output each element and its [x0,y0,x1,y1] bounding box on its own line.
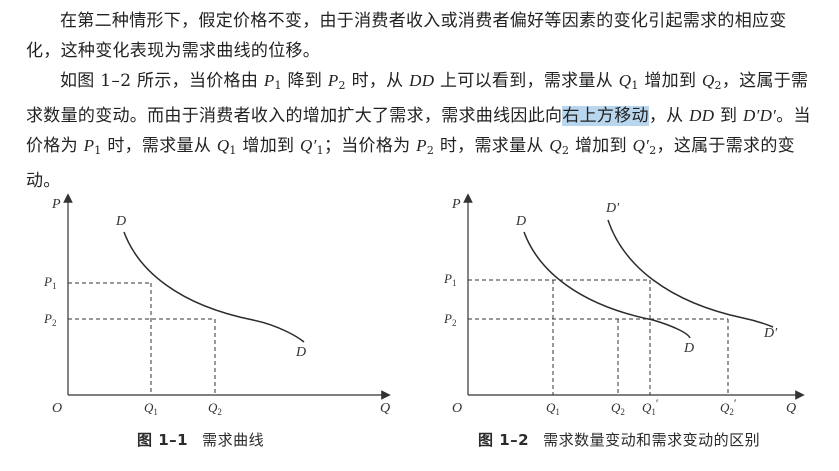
q1-prime-label: Q1′ [642,396,659,415]
origin-label: O [52,401,62,415]
figure-1-1-caption: 图 1–1 需求曲线 [137,429,264,450]
p-axis-label: P [451,197,461,212]
p2-sub: 1 [229,144,237,157]
p2-text: ，从 [648,106,690,126]
p2-text: 增加到 [236,136,301,156]
q1-label: Q1 [546,400,560,415]
p2-math: Q [549,136,562,155]
p2-math: DD [409,71,435,90]
p2-text: ；当价格为 [323,136,417,156]
caption-number: 图 1–2 [478,431,530,449]
p2-text: 时，需求量从 [101,136,217,156]
p2-math: Q [216,136,230,155]
p2-sub: 1 [94,144,102,157]
p1-label: P1 [43,274,56,291]
caption-text: 需求数量变动和需求变动的区别 [543,431,761,449]
p2-text: 增加到 [569,136,633,156]
paragraph-1: 在第二种情形下，假定价格不变，由于消费者收入或消费者偏好等因素的变化引起需求的相… [26,6,816,66]
q-axis-label: Q [380,401,390,415]
caption-number: 图 1–1 [137,431,189,449]
p2-math: Q [701,71,715,90]
p2-text: 降到 [281,71,328,91]
curve-d-top-label: D [115,214,126,229]
paragraph-2: 如图 1–2 所示，当价格由 P1 降到 P2 时，从 DD 上可以看到，需求量… [26,66,816,196]
highlighted-text: 右上方移动 [562,106,649,126]
curve-d-bottom-label: D [295,345,306,360]
figure-1-2-caption: 图 1–2 需求数量变动和需求变动的区别 [478,429,760,450]
p2-label: P2 [443,311,456,328]
q2-label: Q2 [208,400,222,415]
curve-d-prime-bottom-label: D′ [763,326,778,341]
p2-math: P [83,136,95,155]
p2-math: P [416,136,427,155]
p2-sub: 1 [316,144,324,157]
q-axis-label: Q [786,401,796,415]
p2-sub: 2 [649,144,657,157]
p2-sub: 1 [274,79,282,92]
curve-d-bottom-label: D [683,341,694,356]
p2-sub: 2 [561,144,570,157]
paragraph-1-text: 在第二种情形下，假定价格不变，由于消费者收入或消费者偏好等因素的变化引起需求的相… [26,11,787,61]
p2-text: ，这属于需求的变动。 [26,136,795,191]
p2-sub: 1 [631,79,639,92]
p2-math: Q [618,71,632,90]
p2-sub: 2 [338,79,346,92]
p2-text: 时，从 [345,71,410,91]
q2-label: Q2 [611,400,625,415]
p2-math: DD [689,106,715,125]
figure-demand-curve: P Q O P1 P2 Q1 Q2 D D [43,193,391,415]
curve-d-prime-top-label: D′ [605,201,620,216]
caption-text: 需求曲线 [202,431,265,449]
p2-math: D′D′ [743,106,777,125]
p2-math: Q′ [632,136,650,155]
p2-text: 到 [714,106,743,126]
demand-curve-d [123,231,305,343]
p-axis-label: P [51,197,61,212]
p2-math: P [263,71,275,90]
p2-text: 。当价格为 [26,106,811,156]
p2-label: P2 [43,311,56,328]
p2-sub: 2 [714,79,722,92]
p2-text: 时，需求量从 [434,136,550,156]
demand-curve-d [523,231,691,339]
q1-label: Q1 [144,400,158,415]
q2-prime-label: Q2′ [720,396,737,415]
origin-label: O [452,401,462,415]
curve-d-top-label: D [515,214,526,229]
demand-curve-d-prime [607,219,774,328]
p2-math: Q′ [300,136,317,155]
figure-demand-shift: P Q O P1 P2 Q1 Q2 Q1′ Q2′ D D D′ D′ [443,193,805,415]
p2-text: 上可以看到，需求量从 [434,71,619,91]
p2-sub: 2 [426,144,435,157]
p2-text: ，这属于需求数量的变动。而由于消费者收入的增加扩大了需求，需求曲线因此向 [26,71,809,126]
p1-label: P1 [443,271,456,288]
p2-text: 增加到 [638,71,702,91]
p2-text: 如图 1–2 所示，当价格由 [60,71,264,91]
p2-math: P [327,71,339,90]
